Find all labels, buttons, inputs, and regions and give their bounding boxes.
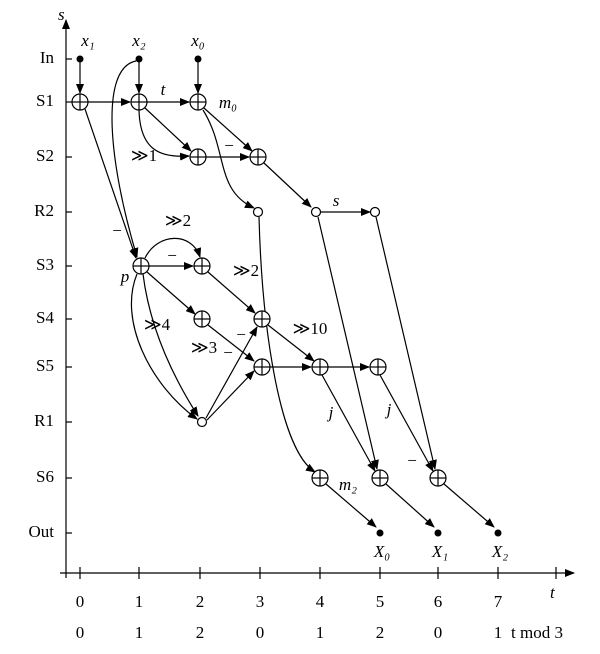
row-label: S2 bbox=[36, 146, 54, 165]
adder bbox=[253, 310, 271, 328]
t-tick: 0 bbox=[76, 592, 85, 611]
input-dot bbox=[76, 55, 84, 63]
x-ticks bbox=[79, 567, 557, 579]
adder bbox=[130, 93, 148, 111]
output-dot bbox=[494, 529, 502, 537]
t-tick-labels: 0 1 2 3 4 5 6 7 0 1 2 0 1 2 0 1 bbox=[76, 592, 503, 642]
input-dot bbox=[135, 55, 143, 63]
mod-tick: 2 bbox=[196, 623, 205, 642]
mod-tick: 1 bbox=[494, 623, 503, 642]
mod-tick: 0 bbox=[256, 623, 265, 642]
node-label: m₀ bbox=[219, 93, 237, 112]
y-axis-label: s bbox=[58, 5, 65, 24]
y-ticks bbox=[66, 58, 72, 534]
edge-label: ≫2 bbox=[165, 211, 191, 230]
output-dot bbox=[376, 529, 384, 537]
t-tick: 4 bbox=[316, 592, 325, 611]
edge-label: − bbox=[236, 325, 246, 344]
node-labels: x₁ x₂ x₀ m₀ p m₂ X₀ X₁ X₂ bbox=[80, 31, 508, 561]
mod-tick: 1 bbox=[135, 623, 144, 642]
axes bbox=[60, 19, 575, 579]
edge-label: s bbox=[333, 191, 340, 210]
t-tick: 3 bbox=[256, 592, 265, 611]
adder bbox=[371, 469, 389, 487]
edge-label: ≫3 bbox=[191, 338, 217, 357]
node-label: x₀ bbox=[190, 31, 205, 50]
node-label: X₂ bbox=[491, 542, 508, 561]
nodes bbox=[71, 55, 502, 537]
node-label: x₂ bbox=[131, 31, 146, 50]
row-label: S4 bbox=[36, 308, 54, 327]
row-label: S6 bbox=[36, 467, 54, 486]
row-labels: In S1 S2 R2 S3 S4 S5 R1 S6 Out bbox=[29, 48, 55, 541]
edge-label: t bbox=[161, 80, 167, 99]
edge-label: ≫1 bbox=[131, 146, 157, 165]
row-label: S5 bbox=[36, 356, 54, 375]
adder bbox=[369, 358, 387, 376]
adder bbox=[311, 469, 329, 487]
adder bbox=[193, 310, 211, 328]
register bbox=[310, 206, 322, 218]
node-label: p bbox=[120, 267, 130, 286]
row-label: S1 bbox=[36, 91, 54, 110]
edge-label: − bbox=[407, 451, 417, 470]
t-tick: 1 bbox=[135, 592, 144, 611]
edge-label: ≫4 bbox=[144, 315, 171, 334]
t-tick: 5 bbox=[376, 592, 385, 611]
adder bbox=[71, 93, 89, 111]
row-label: In bbox=[40, 48, 55, 67]
mod-label: t mod 3 bbox=[511, 623, 563, 642]
edge-label: ≫2 bbox=[233, 261, 259, 280]
row-label: S3 bbox=[36, 255, 54, 274]
edge-label: j bbox=[327, 403, 334, 422]
t-tick: 6 bbox=[434, 592, 443, 611]
adder bbox=[429, 469, 447, 487]
edge-label: j bbox=[385, 400, 392, 419]
node-label: X₀ bbox=[373, 542, 390, 561]
row-label: Out bbox=[29, 522, 55, 541]
edges bbox=[76, 60, 495, 528]
node-label: x₁ bbox=[80, 31, 94, 50]
adder bbox=[193, 257, 211, 275]
register bbox=[196, 416, 208, 428]
edge-label: − bbox=[223, 343, 233, 362]
edge-label: − bbox=[167, 246, 177, 265]
adder bbox=[189, 148, 207, 166]
adder bbox=[189, 93, 207, 111]
mod-tick: 1 bbox=[316, 623, 325, 642]
x-axis-label: t bbox=[550, 583, 556, 602]
row-label: R2 bbox=[34, 201, 54, 220]
t-tick: 2 bbox=[196, 592, 205, 611]
edge-label: − bbox=[112, 221, 122, 240]
row-label: R1 bbox=[34, 411, 54, 430]
edge-label: − bbox=[224, 136, 234, 155]
node-label: m₂ bbox=[339, 475, 357, 494]
register bbox=[369, 206, 381, 218]
output-dot bbox=[434, 529, 442, 537]
t-tick: 7 bbox=[494, 592, 503, 611]
adder bbox=[311, 358, 329, 376]
node-label: X₁ bbox=[431, 542, 448, 561]
register bbox=[252, 206, 264, 218]
adder bbox=[253, 358, 271, 376]
mod-tick: 0 bbox=[434, 623, 443, 642]
edge-label: ≫10 bbox=[293, 319, 328, 338]
adder bbox=[132, 257, 150, 275]
mod-tick: 0 bbox=[76, 623, 85, 642]
edge-labels: t ≫1 − s − ≫2 − ≫2 ≫4 ≫3 − − ≫10 j j − bbox=[112, 80, 417, 470]
adder bbox=[249, 148, 267, 166]
mod-tick: 2 bbox=[376, 623, 385, 642]
input-dot bbox=[194, 55, 202, 63]
